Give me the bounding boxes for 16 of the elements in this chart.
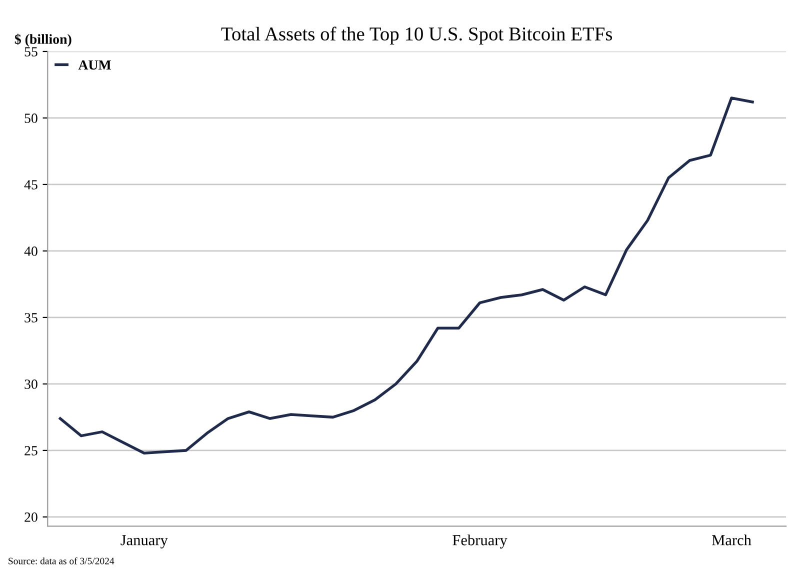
source-note: Source: data as of 3/5/2024 — [8, 557, 114, 564]
x-tick-label: February — [452, 534, 508, 548]
y-tick-label: 35 — [24, 313, 38, 322]
y-tick-label: 45 — [24, 180, 38, 190]
y-tick-label: 55 — [24, 47, 38, 56]
x-tick-label: March — [712, 534, 752, 546]
y-tick-label: 30 — [24, 380, 38, 389]
y-tick-label: 40 — [24, 246, 38, 256]
y-tick-label: 25 — [24, 446, 38, 456]
chart-title: Total Assets of the Top 10 U.S. Spot Bitcoin ETFs — [221, 26, 612, 45]
y-axis-title: $ (billion) — [14, 34, 72, 47]
line-series — [58, 96, 754, 454]
y-tick-label: 50 — [24, 114, 38, 123]
y-tick-label: 20 — [24, 512, 38, 522]
legend-label: AUM — [78, 60, 111, 70]
x-tick-label: January — [120, 535, 168, 548]
